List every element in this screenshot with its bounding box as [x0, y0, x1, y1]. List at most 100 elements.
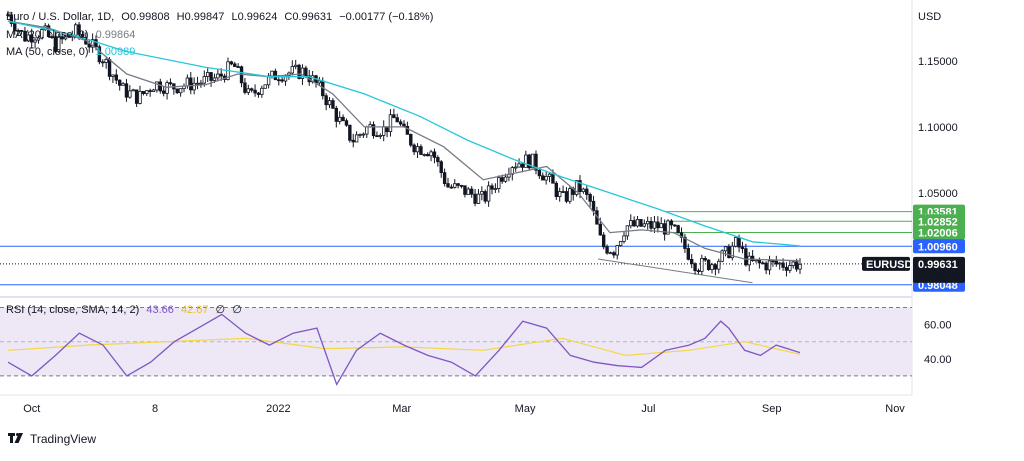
candle-up [618, 240, 623, 246]
candle-down [442, 172, 447, 184]
ma50-legend[interactable]: MA (50, close, 0) 1.00989 [6, 45, 139, 60]
candle-down [605, 246, 609, 254]
ma20-label: MA (20, close, 0) [6, 29, 89, 41]
candle-down [304, 67, 308, 77]
candle-up [263, 84, 267, 89]
candle-up [293, 64, 298, 67]
rsi-tick-label: 60.00 [924, 320, 952, 332]
candle-down [117, 79, 122, 86]
candle-up [652, 221, 657, 229]
candle-down [392, 114, 396, 119]
candle-down [402, 123, 406, 127]
candle-up [480, 191, 484, 195]
candle-up [791, 261, 795, 266]
candle-up [212, 77, 217, 81]
candle-down [473, 193, 477, 204]
candle-down [277, 79, 281, 82]
candle-down [280, 79, 284, 82]
candle-down [764, 262, 768, 271]
candle-down [632, 220, 636, 227]
candle-down [551, 173, 555, 184]
candle-down [740, 246, 745, 250]
candle-down [490, 185, 494, 190]
candle-down [781, 262, 785, 268]
candle-down [436, 157, 440, 163]
candle-up [733, 237, 738, 247]
candle-down [541, 175, 545, 181]
candle-down [554, 182, 559, 197]
candle-up [497, 177, 501, 189]
candle-down [168, 82, 173, 85]
candle-up [290, 66, 295, 74]
candle-down [693, 263, 697, 272]
candle-up [36, 37, 41, 41]
candle-up [710, 264, 714, 271]
candle-down [351, 139, 355, 143]
symbol-title[interactable]: Euro / U.S. Dollar, 1D, [6, 11, 115, 23]
candle-up [151, 89, 156, 92]
open-value: O0.99808 [121, 11, 170, 23]
candle-down [483, 191, 487, 202]
candle-up [178, 88, 183, 94]
time-tick-label: Mar [392, 403, 411, 415]
candle-down [412, 144, 416, 153]
candle-up [195, 82, 200, 85]
candle-down [537, 169, 542, 177]
candle-up [453, 183, 457, 188]
candle-up [216, 73, 220, 79]
candle-up [155, 81, 159, 91]
candle-up [145, 90, 149, 95]
candle-down [161, 90, 166, 94]
candle-down [449, 186, 454, 189]
candle-up [415, 146, 420, 153]
ma20-legend[interactable]: MA (20, close, 0) 0.99864 [6, 28, 139, 43]
candle-up [659, 223, 663, 229]
price-level-tag-label: 1.00960 [918, 241, 958, 253]
candle-down [500, 177, 504, 182]
candle-down [696, 270, 701, 273]
candle-up [557, 191, 562, 197]
candle-up [503, 176, 508, 182]
candle-up [104, 59, 108, 63]
candle-down [405, 125, 410, 135]
candle-up [486, 185, 491, 202]
price-tick-label: 1.15000 [918, 56, 958, 68]
candle-up [747, 255, 751, 266]
candle-down [344, 120, 349, 126]
candle-up [622, 235, 626, 242]
candle-up [378, 135, 383, 137]
candle-up [192, 82, 196, 91]
candle-up [327, 100, 332, 106]
price-tick-label: 1.10000 [918, 122, 958, 134]
candle-up [524, 154, 528, 168]
rsi-legend[interactable]: RSI (14, close, SMA, 14, 2) 43.66 42.67 … [6, 303, 246, 318]
time-tick-label: Sep [762, 403, 782, 415]
candle-down [101, 61, 105, 64]
candle-down [656, 221, 660, 229]
tradingview-logo[interactable]: TradingView [8, 432, 96, 446]
candle-down [13, 23, 17, 32]
candle-down [588, 194, 592, 202]
candle-up [246, 88, 251, 93]
candle-down [761, 262, 765, 265]
candle-down [107, 59, 112, 77]
candle-down [662, 223, 667, 235]
candle-up [666, 220, 670, 235]
time-tick-label: 8 [152, 403, 158, 415]
candle-down [175, 88, 179, 94]
candle-up [700, 258, 704, 272]
candle-down [348, 124, 352, 141]
candle-down [469, 188, 474, 195]
candle-down [236, 66, 240, 68]
candle-down [124, 83, 129, 98]
candle-up [615, 245, 619, 256]
candle-up [642, 223, 647, 227]
candle-down [50, 36, 54, 38]
candle-up [388, 114, 393, 133]
price-level-tag-label: 1.02006 [918, 227, 958, 239]
candle-up [608, 252, 613, 255]
symbol-price-tag-label: EURUSD [866, 259, 913, 271]
candle-down [297, 64, 301, 79]
candle-down [727, 246, 731, 259]
candle-up [645, 220, 650, 225]
